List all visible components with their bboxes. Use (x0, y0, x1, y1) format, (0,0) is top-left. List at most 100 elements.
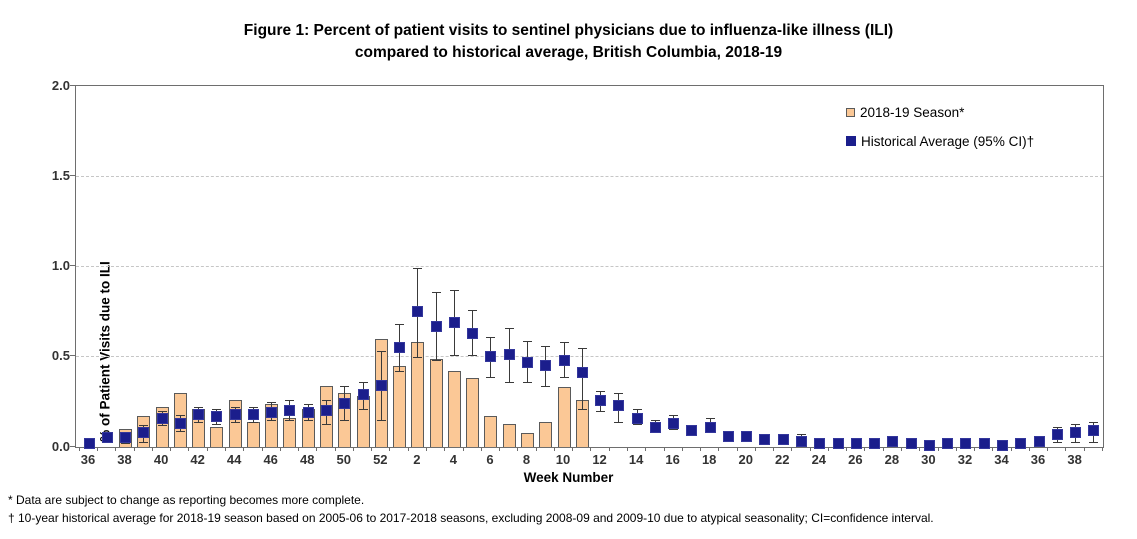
x-axis-tick (371, 447, 373, 451)
x-axis-tick (444, 447, 446, 451)
ci-error-cap (522, 382, 532, 384)
x-tick-label: 20 (738, 452, 753, 467)
historical-average-marker (997, 439, 1008, 451)
historical-average-marker (704, 421, 716, 433)
x-axis-tick (243, 447, 245, 451)
historical-average-marker (339, 398, 351, 410)
x-axis-tick (681, 447, 683, 451)
ci-error-cap (267, 401, 277, 403)
ci-error-cap (267, 419, 277, 421)
historical-average-marker (357, 389, 369, 401)
ci-error-cap (395, 371, 405, 373)
historical-average-marker (211, 410, 223, 422)
historical-average-marker (138, 427, 150, 439)
x-axis-tick (151, 447, 153, 451)
ci-error-cap (1052, 441, 1062, 443)
historical-average-marker (722, 430, 734, 442)
y-tick-label: 1.5 (51, 167, 70, 183)
x-tick-label: 46 (263, 452, 278, 467)
footnote-historical-definition: † 10-year historical average for 2018-19… (8, 511, 934, 525)
gridline (76, 356, 1103, 358)
historical-average-marker (558, 354, 570, 366)
historical-average-marker (741, 430, 753, 442)
ci-error-cap (358, 409, 368, 411)
legend-label-historical: Historical Average (95% CI)† (861, 133, 1035, 149)
ci-error-cap (212, 423, 222, 425)
historical-average-marker (942, 437, 954, 449)
ci-error-cap (632, 423, 642, 425)
x-axis-tick (553, 447, 555, 451)
season-bar (520, 432, 534, 447)
historical-average-marker (430, 320, 442, 332)
historical-average-marker (375, 380, 387, 392)
season-bar-swatch-icon (846, 107, 855, 117)
ci-error-cap (1089, 441, 1099, 443)
legend-label-season: 2018-19 Season* (860, 104, 965, 120)
historical-average-marker (923, 439, 935, 451)
x-tick-label: 36 (1030, 452, 1046, 467)
ci-error-cap (121, 443, 131, 445)
historical-average-marker (978, 437, 990, 449)
historical-average-marker (905, 437, 917, 449)
x-axis-tick (425, 447, 427, 451)
x-axis-title: Week Number (523, 470, 614, 485)
ci-error-cap (632, 409, 642, 411)
ci-error-cap (614, 421, 624, 423)
historical-average-marker (832, 437, 844, 449)
ci-error-cap (157, 410, 167, 412)
historical-average-marker (101, 432, 113, 444)
ci-error-cap (504, 327, 514, 329)
season-bar (447, 371, 461, 447)
historical-average-marker (814, 437, 826, 449)
x-tick-label: 48 (300, 452, 315, 467)
historical-average-marker (850, 437, 862, 449)
ci-error-cap (194, 407, 204, 409)
ci-error-cap (139, 425, 149, 427)
ci-error-cap (468, 354, 478, 356)
ci-error-cap (541, 385, 551, 387)
historical-average-marker (869, 437, 881, 449)
x-axis-tick (882, 447, 884, 451)
x-tick-label: 12 (592, 452, 607, 467)
ci-error-cap (376, 351, 386, 353)
y-tick-label: 0.5 (51, 348, 70, 364)
legend-item-season: 2018-19 Season* (846, 101, 1034, 123)
x-axis-tick (1101, 447, 1103, 451)
x-axis-tick (572, 447, 574, 451)
legend: 2018-19 Season* Historical Average (95% … (846, 101, 1034, 159)
ci-error-cap (1052, 427, 1062, 429)
x-axis-tick (499, 447, 501, 451)
ci-error-cap (413, 268, 423, 270)
ci-error-cap (230, 407, 240, 409)
x-tick-label: 36 (80, 452, 96, 467)
x-axis-tick (389, 447, 391, 451)
x-axis-tick (188, 447, 190, 451)
historical-average-marker (887, 436, 899, 448)
ci-error-cap (705, 418, 715, 420)
historical-average-marker (1088, 425, 1100, 437)
x-axis-tick (261, 447, 263, 451)
ci-error-cap (376, 419, 386, 421)
x-axis-tick (334, 447, 336, 451)
historical-average-marker (412, 306, 424, 318)
x-axis-tick (608, 447, 610, 451)
ci-error-cap (358, 382, 368, 384)
ci-error-cap (340, 385, 350, 387)
ci-error-cap (797, 434, 807, 436)
x-tick-label: 28 (884, 452, 900, 467)
historical-average-marker (686, 425, 698, 437)
x-tick-label: 26 (848, 452, 863, 467)
ci-error-cap (285, 400, 295, 402)
season-bar (557, 387, 571, 447)
y-axis-tick (70, 84, 75, 86)
x-axis-tick (864, 447, 866, 451)
ci-error-cap (504, 382, 514, 384)
historical-average-marker (777, 434, 789, 446)
historical-average-marker (1015, 437, 1027, 449)
season-bar (466, 378, 480, 447)
ci-error-cap (175, 430, 185, 432)
historical-average-marker (156, 412, 168, 424)
x-tick-label: 42 (190, 452, 205, 467)
x-axis-tick (590, 447, 592, 451)
